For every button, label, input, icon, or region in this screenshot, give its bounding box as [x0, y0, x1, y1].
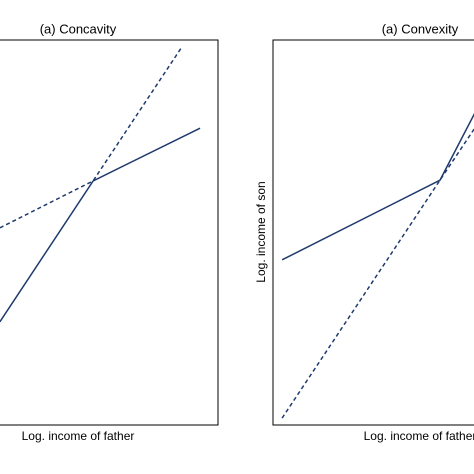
- series-line: [0, 127, 201, 323]
- series-line: [281, 127, 474, 419]
- plot-frame: [0, 39, 219, 426]
- y-axis-label: Log. income of son: [254, 181, 268, 282]
- panel-title: (a) Concavity: [40, 21, 117, 36]
- plot-frame: [272, 39, 474, 426]
- series-line: [0, 46, 183, 229]
- x-axis-label: Log. income of father: [364, 429, 474, 443]
- x-axis-label: Log. income of father: [22, 429, 135, 443]
- panel-title: (a) Convexity: [382, 21, 459, 36]
- series-line: [281, 112, 474, 261]
